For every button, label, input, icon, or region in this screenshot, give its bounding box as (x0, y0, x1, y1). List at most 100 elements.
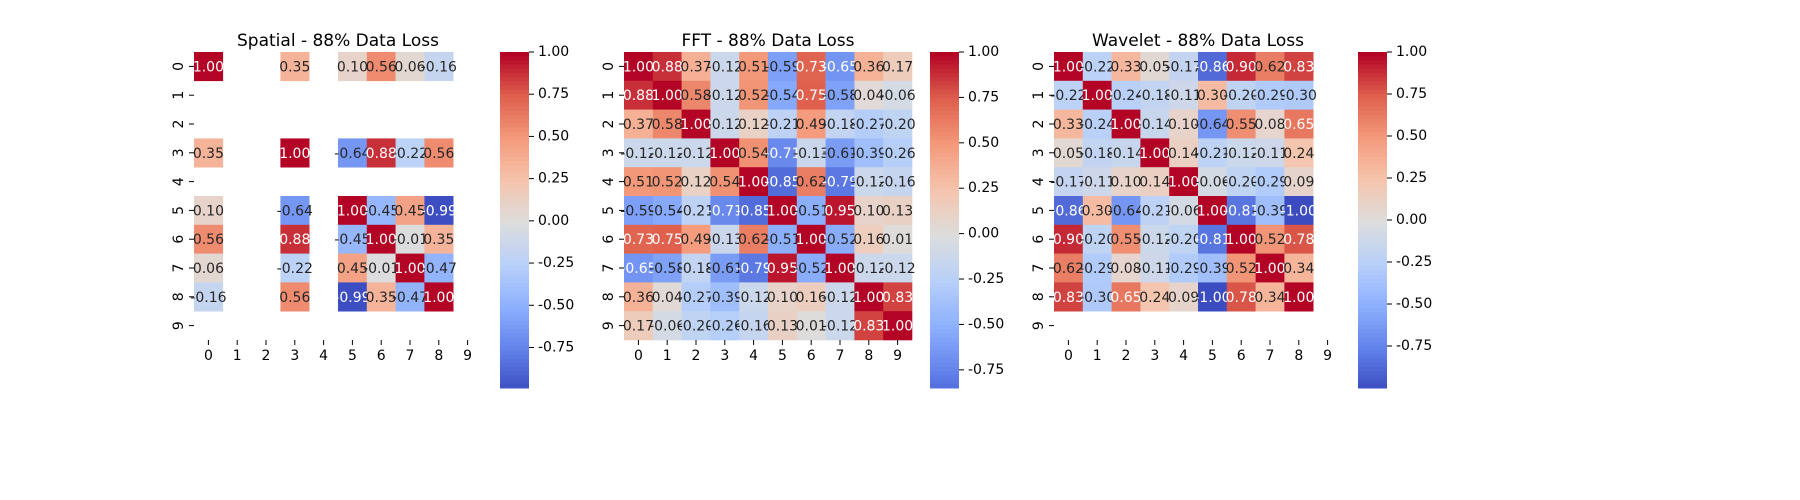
cell-value-label: -0.64 (1108, 203, 1144, 219)
colorbar-segment (1358, 110, 1387, 116)
colorbar-segment (930, 320, 959, 326)
colorbar-segment (500, 98, 529, 103)
colorbar-segment (930, 110, 959, 116)
colorbar-segment (500, 89, 529, 95)
colorbar-segment (500, 77, 529, 82)
cell-value-label: -0.22 (1050, 88, 1086, 104)
colorbar-segment (500, 262, 529, 267)
y-tick-label: 3 (601, 148, 617, 157)
cell-value-label: -0.51 (793, 203, 829, 219)
colorbar-segment (1358, 148, 1387, 154)
cell-value-label: -0.20 (1079, 232, 1115, 248)
heatmap-cell (796, 253, 826, 283)
colorbar-segment (930, 211, 959, 217)
colorbar-segment (1358, 362, 1387, 368)
colorbar-segment (1358, 89, 1387, 95)
cell-value-label: 0.30 (1197, 88, 1228, 104)
colorbar-segment (930, 94, 959, 99)
heatmap-cell (1082, 109, 1112, 139)
colorbar-segment (500, 304, 529, 309)
colorbar-segment (930, 245, 959, 250)
cell-value-label: 0.34 (1283, 261, 1314, 277)
heatmap-panel: Wavelet - 88% Data Loss1.00-0.220.330.05… (1031, 31, 1432, 389)
colorbar-tick-label: 0.00 (968, 226, 999, 242)
cell-value-label: 1.00 (738, 175, 769, 191)
colorbar-segment (1358, 262, 1387, 267)
heatmap-cell (739, 80, 769, 110)
cell-value-label: -0.11 (1165, 88, 1201, 104)
heatmap-cell (1255, 282, 1285, 312)
y-tick-label: 3 (171, 148, 187, 157)
heatmap-panel: FFT - 88% Data Loss1.000.880.37-0.120.51… (601, 31, 1004, 389)
y-tick-label: 1 (601, 91, 617, 100)
cell-value-label: -0.16 (879, 175, 915, 191)
cell-value-label: -0.12 (1223, 146, 1259, 162)
heatmap-cell (796, 80, 826, 110)
heatmap-cell (796, 138, 826, 168)
colorbar-segment (1358, 60, 1387, 66)
colorbar-segment (1358, 119, 1387, 124)
cell-value-label: 1.00 (1110, 117, 1141, 133)
heatmap-cell (1054, 253, 1084, 283)
colorbar-segment (500, 329, 529, 334)
cell-value-label: -0.06 (879, 88, 915, 104)
colorbar-segment (930, 127, 959, 133)
colorbar-tick-label: 1.00 (538, 44, 569, 60)
colorbar-segment (1358, 333, 1387, 339)
x-tick-label: 5 (778, 348, 787, 364)
heatmap-cell (194, 196, 224, 226)
colorbar-segment (500, 64, 529, 70)
colorbar-segment (930, 119, 959, 124)
cell-value-label: 0.14 (1139, 175, 1170, 191)
cell-value-label: -0.27 (678, 290, 714, 306)
cell-value-label: -0.12 (649, 146, 685, 162)
colorbar-segment (500, 283, 529, 288)
heatmap-cell (796, 52, 826, 82)
cell-value-label: -0.22 (392, 146, 428, 162)
cell-value-label: 1.00 (1139, 146, 1170, 162)
colorbar-segment (930, 283, 959, 288)
colorbar-segment (500, 178, 529, 183)
cell-value-label: 0.10 (767, 290, 798, 306)
y-tick-label: 7 (1031, 264, 1047, 273)
colorbar-segment (1358, 346, 1387, 351)
cell-value-label: -0.20 (678, 319, 714, 335)
cell-value-label: -0.29 (1252, 88, 1288, 104)
heatmap-cell (395, 282, 425, 312)
cell-value-label: -0.52 (793, 261, 829, 277)
heatmap-cell (424, 282, 454, 312)
colorbar-segment (930, 178, 959, 183)
heatmap-cell (768, 253, 798, 283)
colorbar-segment (1358, 358, 1387, 364)
heatmap-cell (739, 253, 769, 283)
colorbar-segment (930, 169, 959, 175)
cell-value-label: 0.55 (1110, 232, 1141, 248)
colorbar-segment (1358, 350, 1387, 355)
colorbar-segment (930, 115, 959, 120)
colorbar-tick-label: 0.00 (538, 213, 569, 229)
cell-value-label: -0.21 (764, 117, 800, 133)
heatmap-cell (739, 52, 769, 82)
x-tick-label: 6 (377, 348, 386, 364)
heatmap-cell (854, 109, 884, 139)
colorbar-tick-label: -0.75 (538, 339, 574, 355)
heatmap-cell (796, 109, 826, 139)
heatmap-cell (1140, 52, 1170, 82)
heatmap-cell (1054, 282, 1084, 312)
cell-value-label: 0.65 (1283, 117, 1314, 133)
cell-value-label: 0.04 (853, 88, 884, 104)
colorbar-segment (930, 161, 959, 166)
colorbar-segment (1358, 182, 1387, 187)
cell-value-label: 1.00 (1254, 261, 1285, 277)
cell-value-label: -0.65 (620, 261, 656, 277)
colorbar-segment (500, 274, 529, 280)
heatmap-cell (1226, 196, 1256, 226)
colorbar-segment (500, 379, 529, 385)
cell-value-label: 0.73 (623, 232, 654, 248)
cell-value-label: -0.61 (707, 261, 743, 277)
cell-value-label: -0.11 (1137, 261, 1173, 277)
cell-value-label: 0.88 (366, 146, 397, 162)
x-tick-label: 3 (1150, 348, 1159, 364)
colorbar-segment (500, 266, 529, 271)
